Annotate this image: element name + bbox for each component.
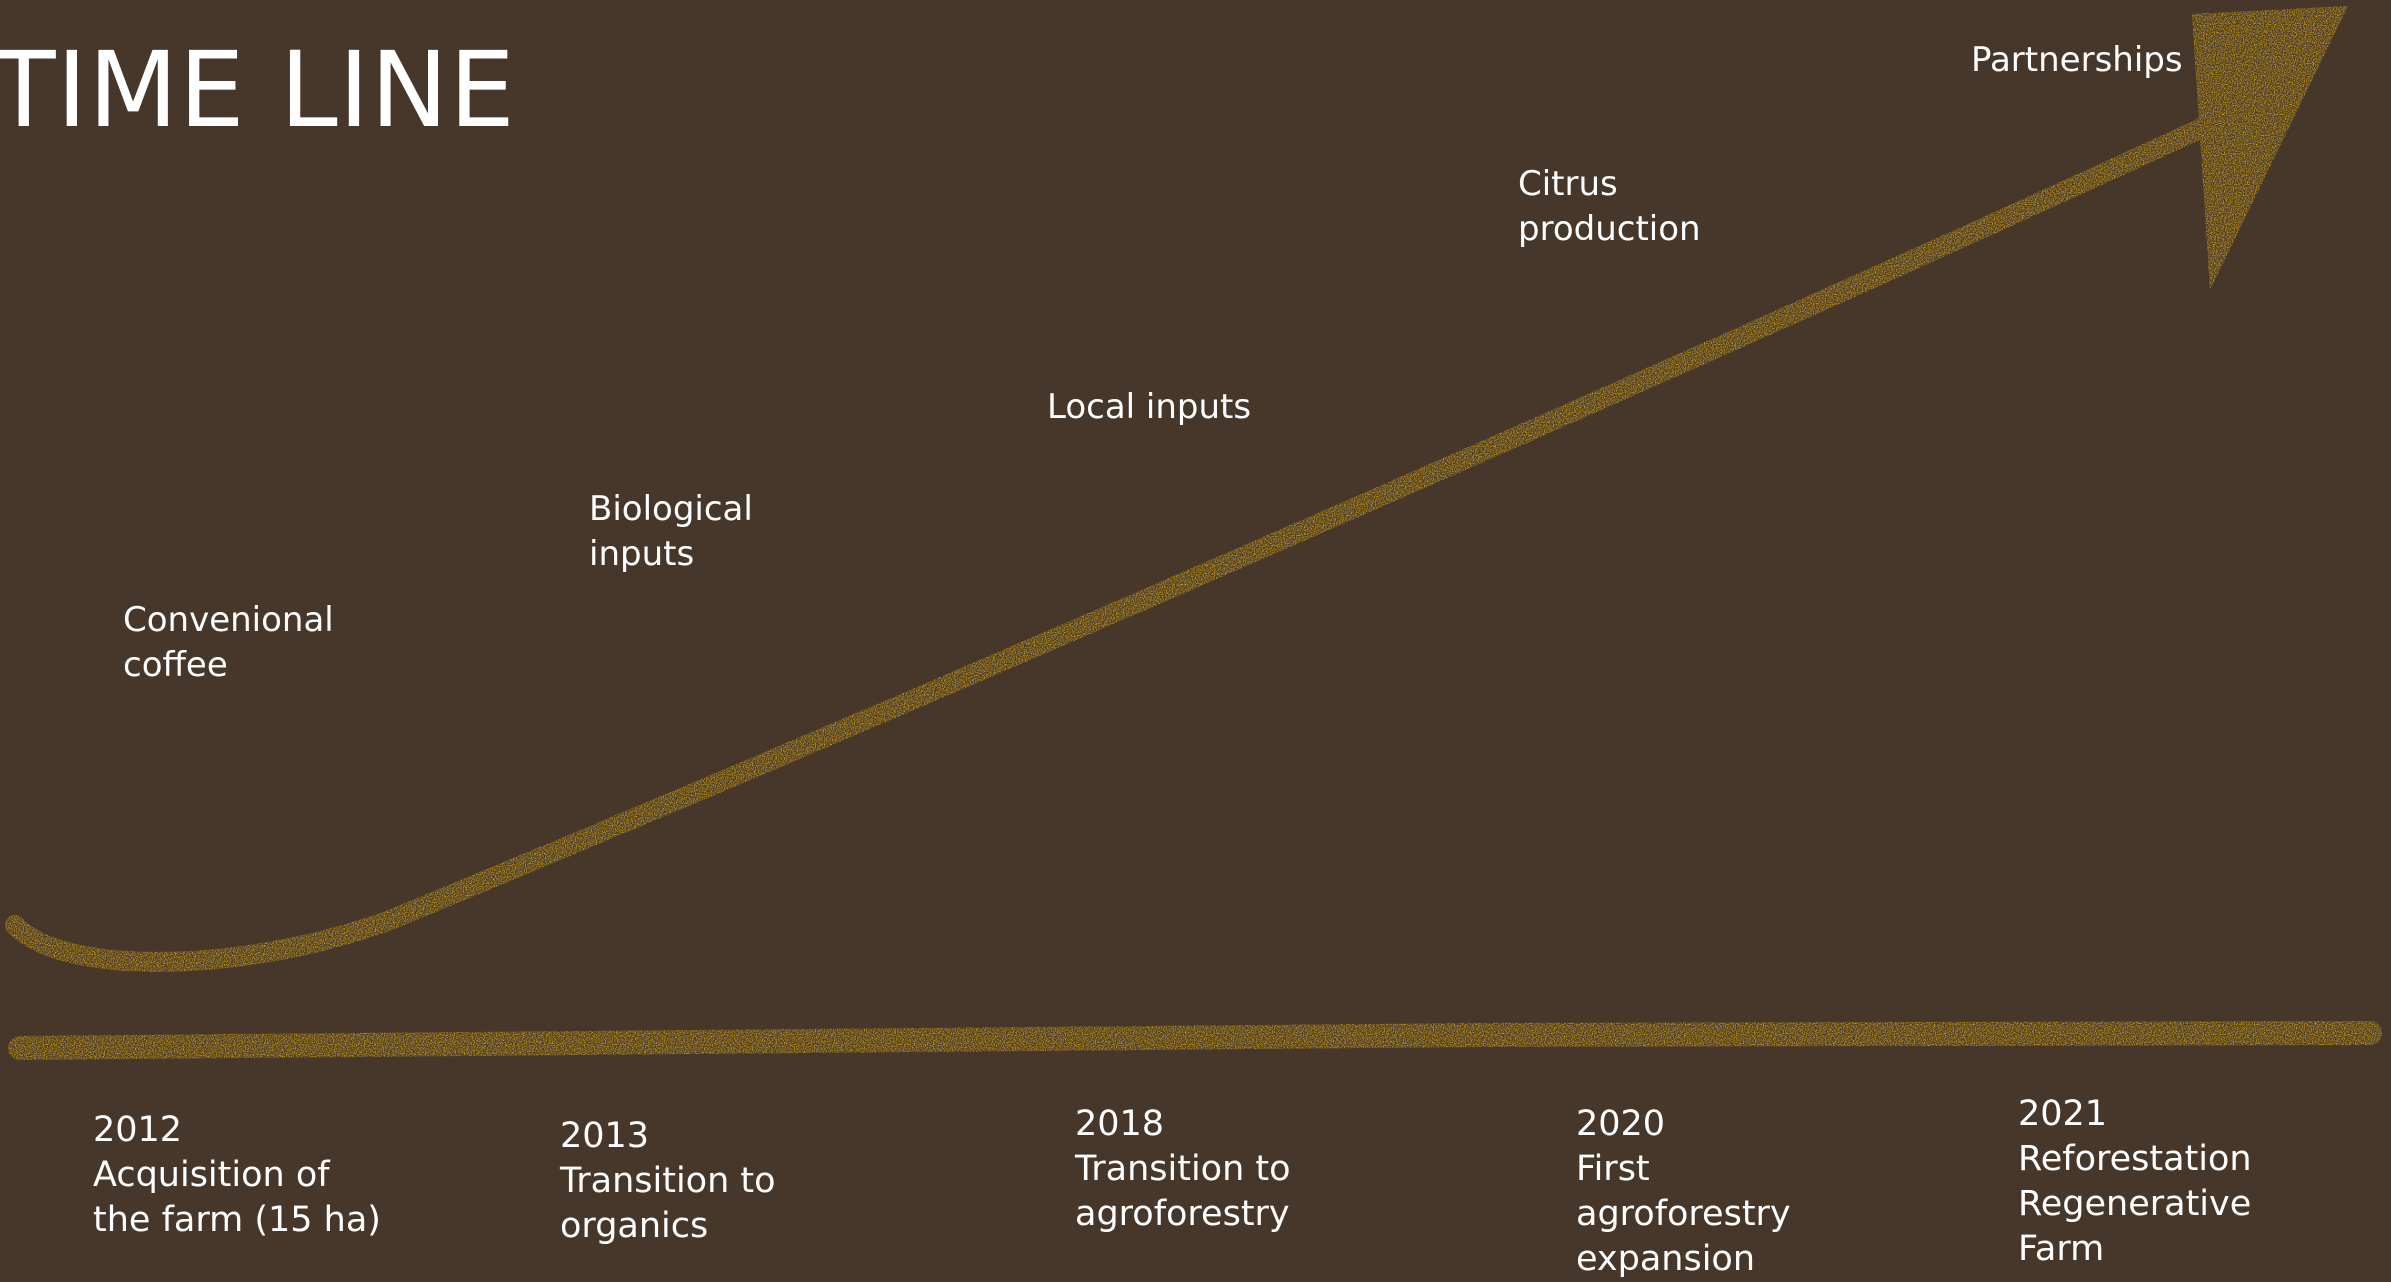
milestone-year: 2021 (2018, 1094, 2108, 1134)
milestone-description-line: Transition to (1075, 1149, 1291, 1189)
milestone: 2012 Acquisition of the farm (15 ha) (93, 1108, 381, 1243)
milestone-description-line: Reforestation (2018, 1139, 2252, 1179)
stage-label: Local inputs (1047, 385, 1251, 430)
milestone: 2020 First agroforestry expansion (1576, 1102, 1791, 1282)
timeline-baseline (8, 1020, 2382, 1060)
growth-arrow-curve (5, 105, 2240, 972)
milestone: 2013 Transition to organics (560, 1114, 776, 1249)
stage-label: Convenional coffee (123, 598, 334, 688)
milestone-description-line: the farm (15 ha) (93, 1200, 381, 1240)
milestone-description-line: organics (560, 1206, 709, 1246)
arrow-head-icon (2192, 6, 2348, 290)
stage-label-line: Biological (589, 489, 753, 529)
stage-label: Citrus production (1518, 162, 1701, 252)
stage-label-line: production (1518, 209, 1701, 249)
stage-label: Partnerships (1971, 38, 2183, 83)
milestone-year: 2020 (1576, 1104, 1666, 1144)
milestone-description-line: Acquisition of (93, 1155, 330, 1195)
milestone-description-line: agroforestry (1576, 1194, 1791, 1234)
stage-label-line: inputs (589, 534, 695, 574)
milestone-description-line: Regenerative (2018, 1184, 2252, 1224)
milestone: 2018 Transition to agroforestry (1075, 1102, 1291, 1237)
milestone-description-line: Farm (2018, 1229, 2105, 1269)
stage-label-line: Convenional (123, 600, 334, 640)
milestone-year: 2013 (560, 1116, 650, 1156)
stage-label-line: coffee (123, 645, 228, 685)
stage-label-line: Partnerships (1971, 40, 2183, 80)
stage-label-line: Citrus (1518, 164, 1618, 204)
milestone-description-line: expansion (1576, 1239, 1756, 1279)
milestone-year: 2018 (1075, 1104, 1165, 1144)
milestone: 2021 Reforestation Regenerative Farm (2018, 1092, 2252, 1272)
milestone-description-line: First (1576, 1149, 1650, 1189)
page-title: TIME LINE (0, 29, 516, 151)
milestone-description-line: Transition to (560, 1161, 776, 1201)
stage-label: Biological inputs (589, 487, 753, 577)
milestone-description-line: agroforestry (1075, 1194, 1290, 1234)
milestone-year: 2012 (93, 1110, 183, 1150)
stage-label-line: Local inputs (1047, 387, 1252, 427)
